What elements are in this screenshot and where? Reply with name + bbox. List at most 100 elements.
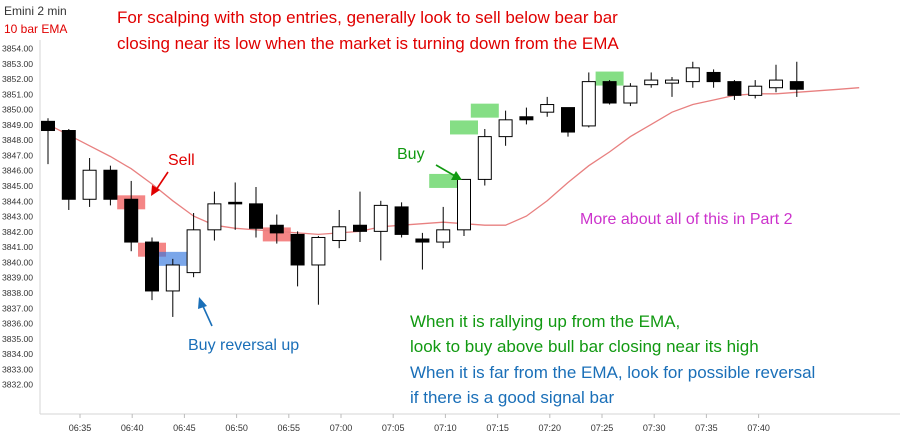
bull-candle-body bbox=[373, 204, 388, 232]
bull-candle-body bbox=[186, 229, 201, 274]
blue-note-line1: When it is far from the EMA, look for po… bbox=[410, 363, 816, 382]
y-tick-label: 3854.00 bbox=[2, 44, 33, 54]
bull-candle-body bbox=[665, 79, 679, 84]
arrows bbox=[151, 164, 462, 327]
bear-candle-body bbox=[415, 238, 430, 243]
candle bbox=[353, 191, 367, 243]
candle bbox=[228, 182, 243, 230]
candle bbox=[457, 178, 471, 236]
y-tick-label: 3851.00 bbox=[2, 89, 33, 99]
y-tick-label: 3849.00 bbox=[2, 120, 33, 130]
y-tick-label: 3833.00 bbox=[2, 364, 33, 374]
bull-candle-body bbox=[82, 169, 97, 200]
green-note-line2: look to buy above bull bar closing near … bbox=[410, 337, 759, 356]
x-tick-label: 07:15 bbox=[486, 423, 509, 433]
bear-candle-body bbox=[103, 169, 118, 200]
buy-label: Buy bbox=[397, 146, 425, 163]
x-tick-label: 06:55 bbox=[278, 423, 301, 433]
bull-candle-body bbox=[540, 104, 555, 113]
candle bbox=[332, 209, 347, 249]
x-tick-label: 07:25 bbox=[591, 423, 614, 433]
candle bbox=[769, 64, 783, 93]
green-note-line1: When it is rallying up from the EMA, bbox=[410, 312, 681, 331]
reversal-arrow bbox=[201, 303, 213, 327]
top-annotation-line1: For scalping with stop entries, generall… bbox=[117, 8, 618, 27]
candle bbox=[41, 118, 55, 165]
bull-candle-body bbox=[685, 67, 700, 83]
bull-candle-body bbox=[498, 119, 513, 138]
bull-candle-body bbox=[436, 229, 451, 243]
candle bbox=[477, 128, 492, 186]
bear-candle-body bbox=[124, 198, 139, 243]
y-tick-label: 3848.00 bbox=[2, 135, 33, 145]
candle bbox=[498, 110, 513, 146]
y-tick-label: 3845.00 bbox=[2, 181, 33, 191]
top-annotation-line2: closing near its low when the market is … bbox=[117, 34, 619, 53]
bear-candle-body bbox=[394, 206, 409, 235]
y-tick-label: 3850.00 bbox=[2, 105, 33, 115]
bull-candle-body bbox=[207, 203, 222, 231]
candle bbox=[415, 232, 430, 270]
y-tick-label: 3839.00 bbox=[2, 273, 33, 283]
y-tick-label: 3846.00 bbox=[2, 166, 33, 176]
y-axis-ticks: 3854.00 3853.00 3852.00 3851.00 3850.00 3849.… bbox=[2, 44, 33, 390]
bull-candle-body bbox=[332, 226, 347, 242]
x-tick-label: 06:40 bbox=[121, 423, 144, 433]
candle bbox=[373, 200, 388, 261]
y-tick-label: 3842.00 bbox=[2, 227, 33, 237]
y-tick-label: 3832.00 bbox=[2, 380, 33, 390]
x-tick-label: 07:30 bbox=[643, 423, 666, 433]
y-tick-label: 3834.00 bbox=[2, 349, 33, 359]
candle bbox=[269, 214, 284, 244]
buy-highlight bbox=[429, 173, 458, 188]
candle bbox=[602, 80, 617, 105]
x-axis-ticks: 06:35 06:40 06:45 06:50 06:55 07:00 07:05 07:10… bbox=[69, 414, 770, 433]
y-tick-label: 3838.00 bbox=[2, 288, 33, 298]
y-tick-label: 3847.00 bbox=[2, 150, 33, 160]
bear-candle-body bbox=[61, 130, 76, 200]
candle bbox=[561, 107, 575, 137]
candle bbox=[436, 206, 451, 249]
buy-reversal-label: Buy reversal up bbox=[188, 337, 300, 354]
candle bbox=[103, 165, 118, 206]
bear-candle-body bbox=[602, 81, 617, 104]
sell-arrow-head bbox=[151, 185, 160, 196]
y-tick-label: 3853.00 bbox=[2, 59, 33, 69]
candle bbox=[186, 213, 201, 278]
buy-highlight bbox=[470, 103, 499, 118]
bull-candle-body bbox=[581, 81, 596, 127]
y-tick-label: 3852.00 bbox=[2, 74, 33, 84]
x-tick-label: 07:20 bbox=[539, 423, 562, 433]
candle bbox=[249, 187, 263, 238]
candle bbox=[82, 158, 97, 207]
y-tick-label: 3837.00 bbox=[2, 303, 33, 313]
x-tick-label: 07:10 bbox=[434, 423, 457, 433]
candle bbox=[789, 61, 804, 97]
candle bbox=[581, 72, 596, 128]
y-tick-label: 3844.00 bbox=[2, 196, 33, 206]
bull-candle-body bbox=[644, 79, 659, 86]
bull-candle-body bbox=[623, 85, 638, 104]
reversal-arrow-head bbox=[198, 297, 207, 309]
candle bbox=[644, 72, 659, 88]
bear-candle-body bbox=[249, 203, 263, 229]
bull-candle-body bbox=[165, 264, 180, 292]
candle bbox=[165, 258, 180, 317]
y-tick-label: 3836.00 bbox=[2, 319, 33, 329]
buy-arrow-head bbox=[451, 171, 462, 180]
bear-candle-body bbox=[269, 224, 284, 234]
candle bbox=[623, 83, 638, 107]
candle bbox=[394, 202, 409, 238]
bear-candle-body bbox=[353, 224, 367, 232]
ema-line bbox=[47, 87, 860, 236]
buy-highlight bbox=[450, 120, 478, 135]
part2-note: More about all of this in Part 2 bbox=[580, 211, 793, 228]
candle bbox=[311, 235, 326, 305]
bear-candle-body bbox=[145, 241, 159, 292]
bear-candle-body bbox=[290, 233, 305, 266]
candle bbox=[706, 69, 721, 88]
bear-candle-body bbox=[706, 71, 721, 83]
x-tick-label: 07:00 bbox=[330, 423, 353, 433]
bear-candle-body bbox=[789, 81, 804, 90]
